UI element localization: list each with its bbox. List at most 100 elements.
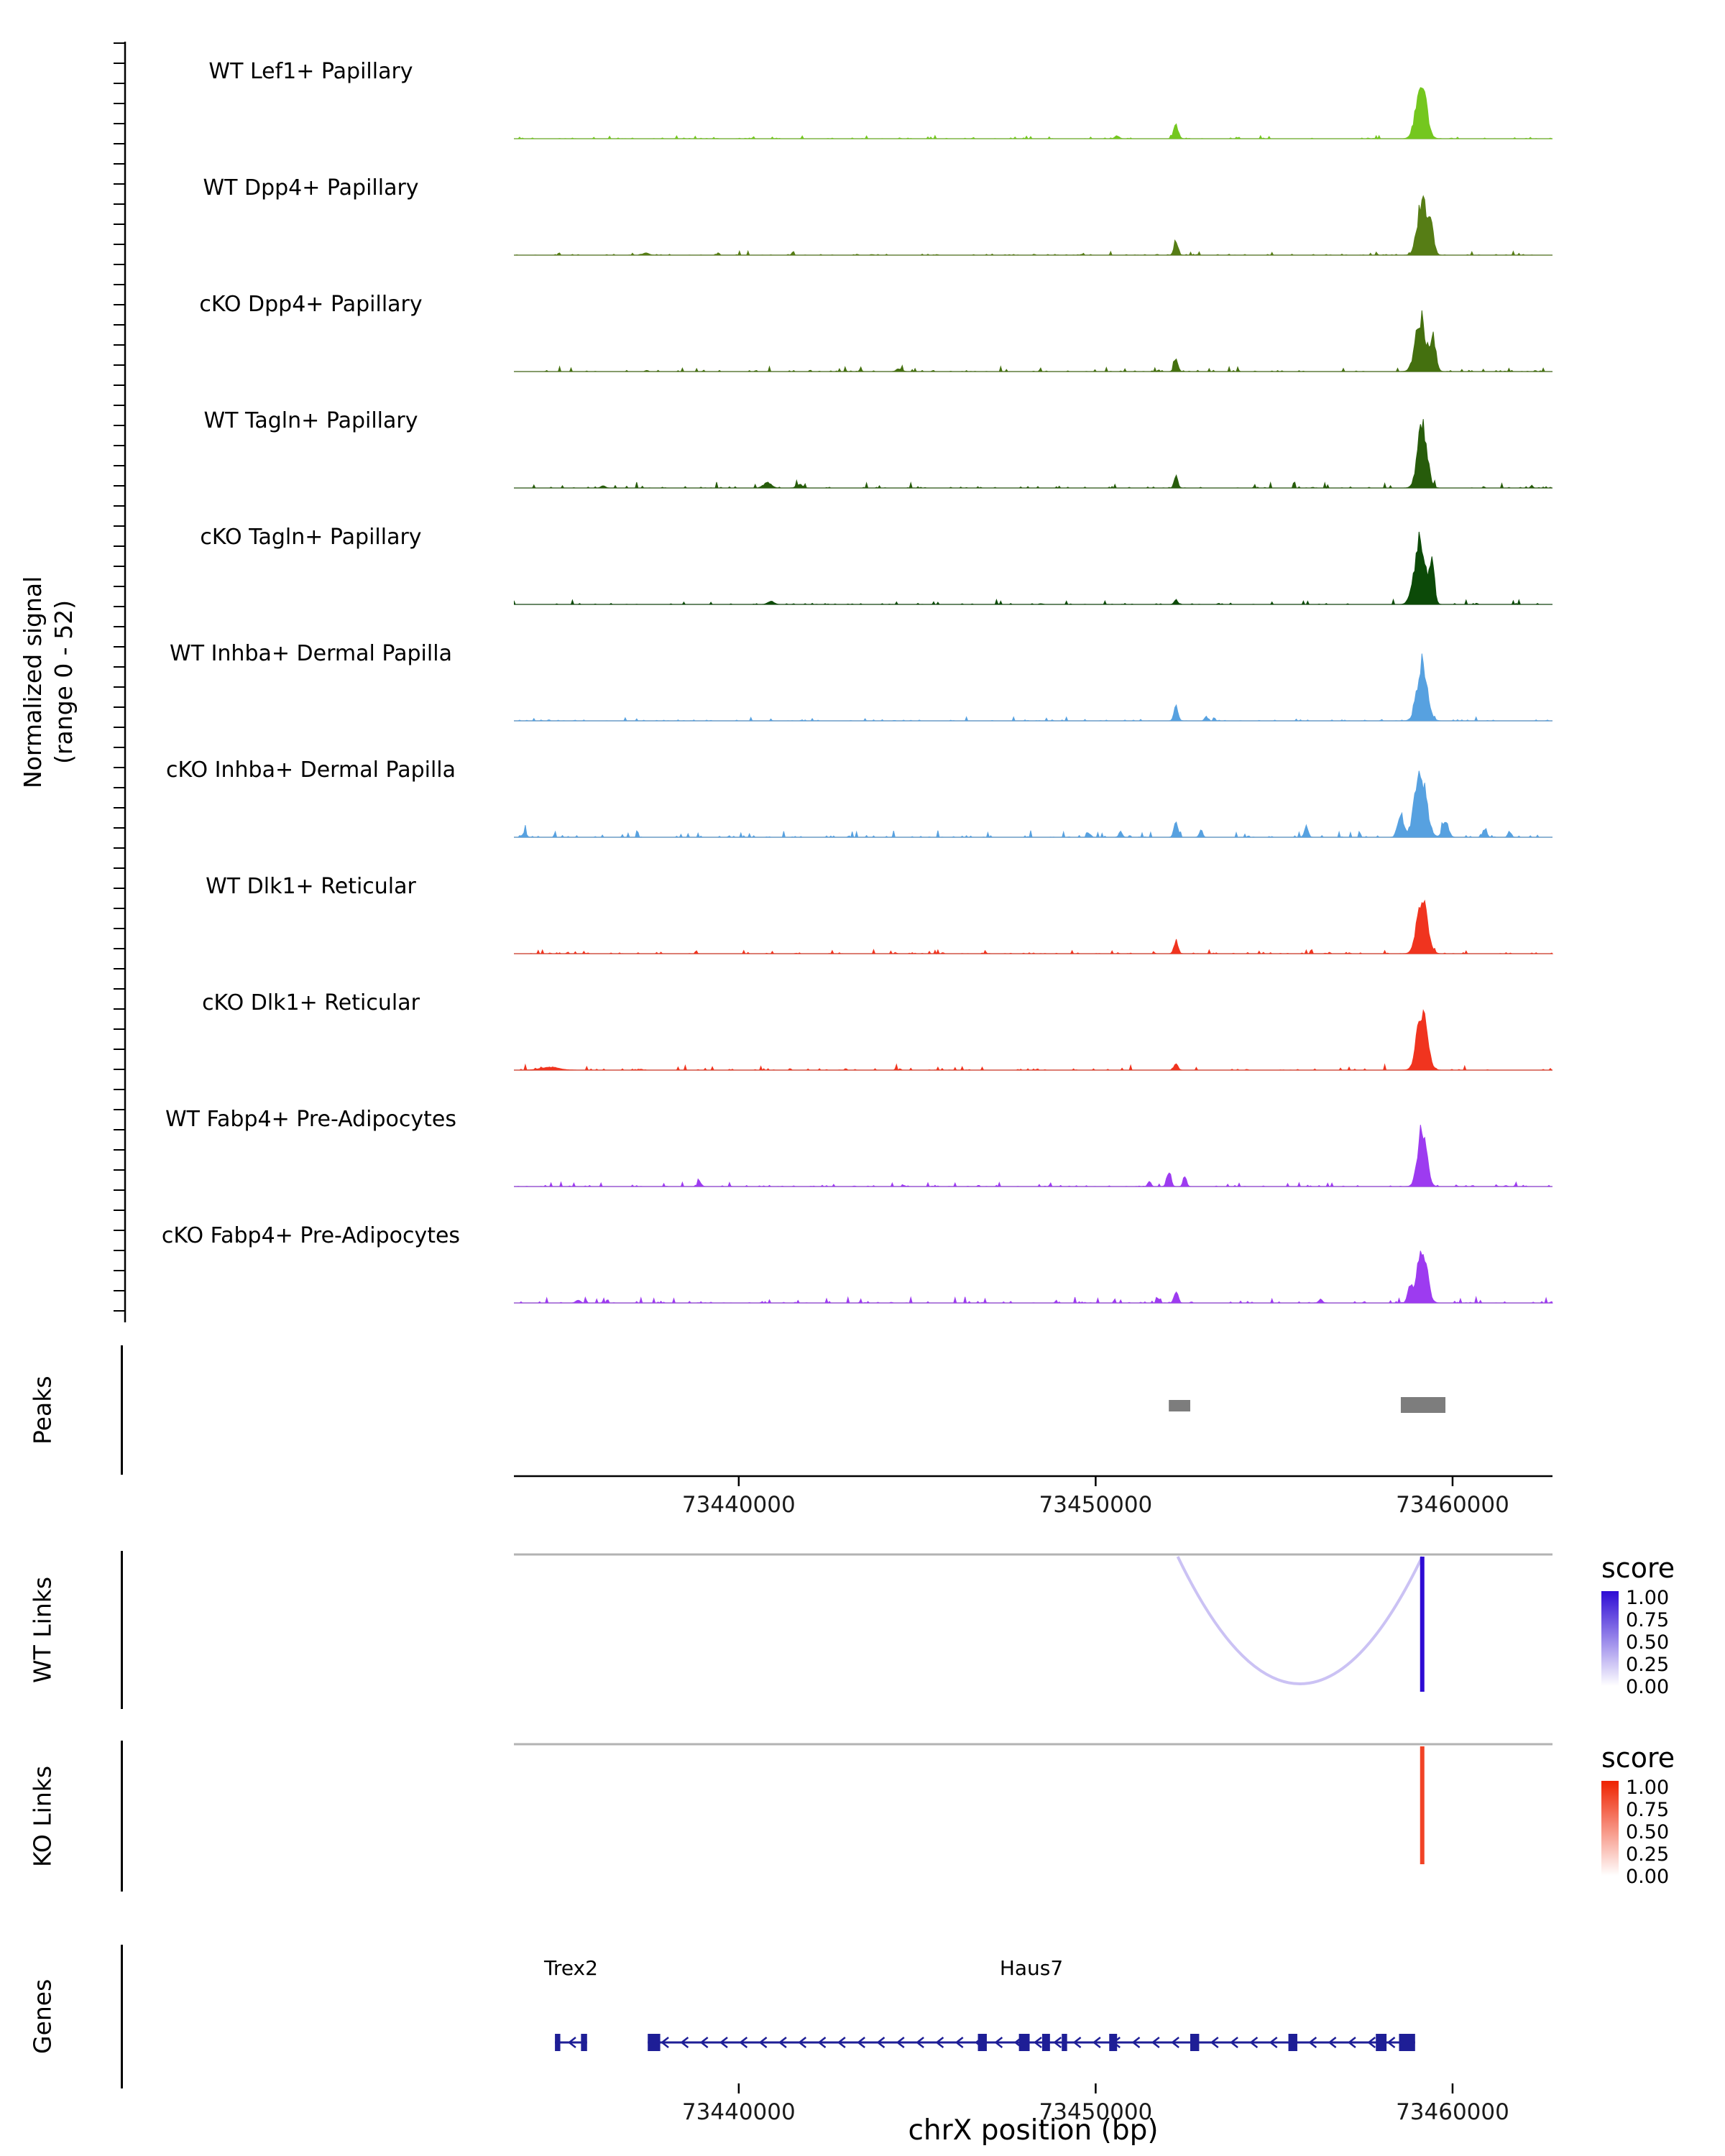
strand-arrow-icon [739, 2037, 748, 2048]
legend-tick-label: 0.25 [1626, 1843, 1670, 1866]
signal-track-label: WT Tagln+ Papillary [203, 408, 418, 433]
exon-rect [978, 2034, 987, 2051]
ko-links-section-label: KO Links [28, 1765, 57, 1867]
strand-arrow-icon [567, 2037, 576, 2048]
peaks-plot [1169, 1397, 1446, 1413]
wt-links-plot [514, 1553, 1552, 1692]
exon-rect [648, 2034, 661, 2051]
exon-rect [1399, 2034, 1415, 2051]
ko-links-section-bracket [121, 1741, 123, 1892]
signal-track-row: WT Dlk1+ Reticular [0, 857, 1725, 973]
legend-tick-label: 1.00 [1626, 1587, 1670, 1609]
signal-track-label: cKO Fabp4+ Pre-Adipocytes [161, 1223, 461, 1248]
strand-arrow-icon [1386, 2037, 1396, 2048]
signal-track-row: WT Dpp4+ Papillary [0, 158, 1725, 275]
signal-track-label: WT Lef1+ Papillary [208, 59, 413, 84]
peak-rect [1400, 1397, 1446, 1413]
signal-track-label: cKO Tagln+ Papillary [200, 525, 422, 550]
ko-legend-ticks: 1.00 0.75 0.50 0.25 0.00 [1626, 1777, 1670, 1888]
strand-arrow-icon [798, 2037, 807, 2048]
coverage-area [514, 195, 1552, 256]
wt-links-legend: score 1.00 0.75 0.50 0.25 0.00 [1601, 1552, 1725, 1698]
wt-legend-title: score [1601, 1552, 1675, 1584]
strand-arrow-icon [1053, 2037, 1062, 2048]
signal-track-row: WT Tagln+ Papillary [0, 391, 1725, 507]
exon-rect [1376, 2034, 1387, 2051]
signal-track-label: cKO Dpp4+ Papillary [199, 292, 423, 317]
signal-track-label: cKO Dlk1+ Reticular [202, 990, 420, 1015]
exon-rect [1109, 2034, 1118, 2051]
signal-tracks: WT Lef1+ Papillary WT Dpp4+ Papillary cKO … [0, 42, 1725, 1322]
strand-arrow-icon [661, 2037, 669, 2048]
strand-arrow-icon [680, 2037, 689, 2048]
exon-rect [581, 2034, 587, 2051]
strand-arrow-icon [876, 2037, 886, 2048]
strand-arrow-icon [916, 2037, 924, 2048]
coverage-plot [514, 87, 1552, 140]
peaks-section-bracket [121, 1345, 123, 1475]
signal-track-label: WT Inhba+ Dermal Papilla [170, 641, 452, 666]
legend-tick-label: 0.50 [1626, 1631, 1670, 1654]
exon-rect [1062, 2034, 1067, 2051]
coverage-area [514, 419, 1552, 489]
axis-tick-label: 73460000 [1396, 1492, 1509, 1518]
coverage-plot [514, 1009, 1552, 1071]
legend-tick-label: 0.75 [1626, 1609, 1670, 1631]
signal-track-row: cKO Tagln+ Papillary [0, 507, 1725, 624]
genes-section-bracket [121, 1945, 123, 2088]
legend-tick-label: 0.00 [1626, 1866, 1670, 1888]
coverage-area [514, 1009, 1552, 1071]
strand-arrow-icon [1269, 2037, 1278, 2048]
coverage-plot [514, 770, 1552, 838]
x-axis-bottom: 73440000 73450000 73460000 [682, 2083, 1509, 2125]
coverage-plot [514, 899, 1554, 955]
axis-tick-label: 73440000 [682, 1492, 796, 1518]
axis-tick-label: 73450000 [1039, 1492, 1153, 1518]
legend-tick-label: 0.75 [1626, 1799, 1670, 1821]
legend-tick-label: 0.50 [1626, 1821, 1670, 1843]
coverage-area [514, 653, 1552, 722]
strand-arrow-icon [857, 2037, 865, 2048]
coverage-plot [514, 310, 1552, 372]
strand-arrow-icon [1367, 2037, 1376, 2048]
x-axis-title: chrX position (bp) [908, 2114, 1159, 2147]
wt-legend-ticks: 1.00 0.75 0.50 0.25 0.00 [1626, 1587, 1670, 1698]
x-axis-top: 73440000 73450000 73460000 [514, 1475, 1552, 1518]
strand-arrow-icon [1072, 2037, 1082, 2048]
exon-rect [555, 2034, 561, 2051]
signal-track-row: cKO Dlk1+ Reticular [0, 973, 1725, 1089]
strand-arrow-icon [1033, 2037, 1042, 2048]
axis-tick-label: 73450000 [1039, 2099, 1153, 2125]
axis-tick-label: 73460000 [1396, 2099, 1509, 2125]
ko-legend-gradient [1601, 1781, 1619, 1876]
strand-arrow-icon [1308, 2037, 1317, 2048]
strand-arrow-icon [719, 2037, 728, 2048]
strand-arrow-icon [1210, 2037, 1219, 2048]
link-arc [1176, 1556, 1424, 1685]
coverage-plot [514, 419, 1552, 489]
exon-rect [1018, 2034, 1030, 2051]
genes-plot: Trex2 Haus7 [543, 1956, 1415, 2051]
strand-arrow-icon [935, 2037, 944, 2048]
coverage-area [514, 899, 1554, 955]
signal-axis-ruler [114, 42, 126, 1322]
exon-rect [1190, 2034, 1200, 2051]
ko-links-plot [514, 1743, 1552, 1864]
legend-tick-label: 1.00 [1626, 1777, 1670, 1799]
coverage-area [514, 1125, 1552, 1187]
gene-name-label: Haus7 [1000, 1956, 1063, 1980]
strand-arrow-icon [954, 2037, 964, 2048]
legend-tick-label: 0.25 [1626, 1654, 1670, 1676]
strand-arrow-icon [778, 2037, 787, 2048]
signal-track-label: WT Dpp4+ Papillary [203, 175, 419, 201]
strand-arrow-icon [994, 2037, 1003, 2048]
peak-rect [1169, 1400, 1190, 1411]
strand-arrow-icon [1347, 2037, 1356, 2048]
coverage-plot [514, 1125, 1552, 1187]
gene-name-label: Trex2 [543, 1956, 598, 1980]
strand-arrow-icon [1230, 2037, 1238, 2048]
coverage-area [514, 531, 1552, 605]
coverage-plot [514, 195, 1552, 256]
wt-links-section-label: WT Links [28, 1576, 57, 1684]
